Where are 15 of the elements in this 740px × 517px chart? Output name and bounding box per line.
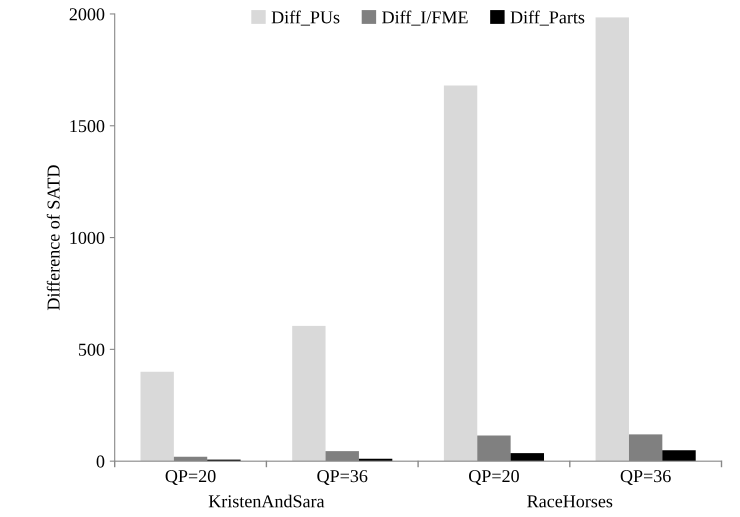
y-tick-label: 2000 (70, 8, 104, 20)
text: RaceHorses (527, 495, 612, 508)
y-axis-title: Difference of SATD (46, 165, 60, 310)
legend-label: Diff_PUs (272, 10, 340, 26)
legend-label: Diff_I/FME (382, 10, 468, 26)
text: KristenAndSara (208, 494, 324, 508)
y-tick-label: 500 (78, 344, 104, 356)
legend-label: Diff_Parts (510, 10, 584, 26)
y-tick-label: 0 (96, 455, 104, 468)
y-tick-label: 1500 (70, 120, 104, 132)
x-tick-label: QP=20 (469, 470, 519, 485)
x-tick-label: QP=36 (317, 470, 368, 485)
x-tick-label: QP=36 (620, 470, 671, 485)
x-tick-label: QP=20 (166, 470, 216, 485)
y-tick-label: 1000 (70, 232, 104, 244)
